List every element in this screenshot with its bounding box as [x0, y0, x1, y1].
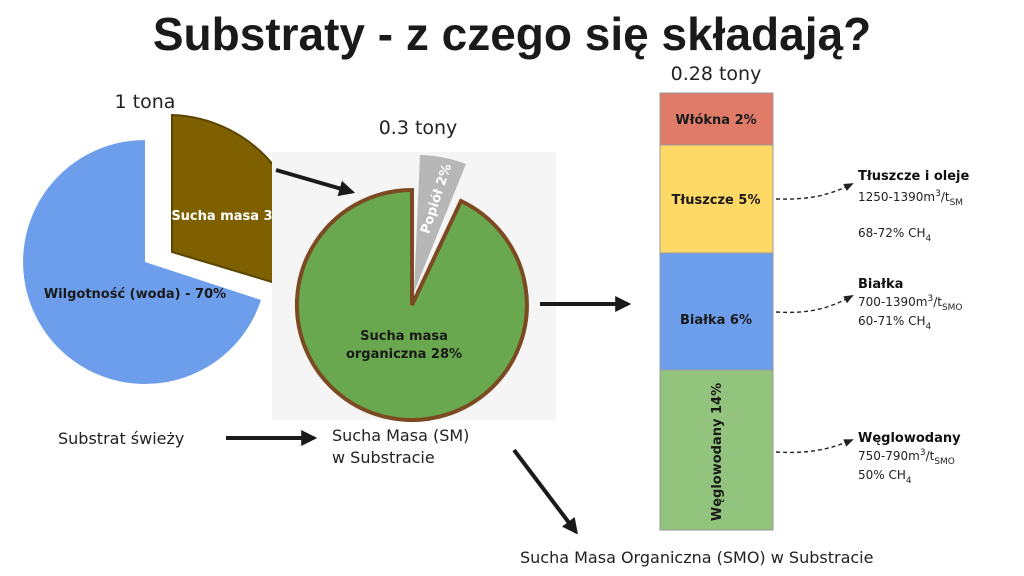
pie2-caption: 0.3 tony: [379, 117, 458, 139]
pie1-water-slice: [23, 140, 262, 384]
segment-fibre: [659, 92, 774, 146]
pie1-dry-label: Sucha masa 30%: [171, 209, 294, 224]
t: 750-790m: [858, 449, 920, 463]
detail-name: Białka: [858, 277, 903, 292]
connector: [775, 183, 854, 200]
detail-methane: 68-72% CH4: [858, 226, 932, 244]
t: 4: [906, 476, 912, 486]
stack-caption: 0.28 tony: [671, 63, 762, 85]
segment-fat: [659, 144, 774, 254]
odm-label: Sucha Masa Organiczna (SMO) w Substracie: [520, 548, 873, 567]
t: 3: [927, 294, 933, 304]
detail-methane: 60-71% CH4: [858, 314, 932, 332]
t: /t: [941, 190, 950, 204]
t: SM: [950, 198, 963, 208]
fresh-label: Substrat świeży: [58, 429, 184, 448]
detail-methane: 50% CH4: [858, 468, 912, 486]
segment-label: Tłuszcze 5%: [672, 193, 761, 208]
detail-yield: 700-1390m3/tSMO: [858, 294, 963, 313]
segment-label: Węglowodany 14%: [710, 383, 725, 521]
segment-protein: [659, 252, 774, 371]
t: 3: [920, 448, 926, 458]
arrow: [512, 448, 578, 535]
pie2-organic-label-2: organiczna 28%: [346, 347, 462, 362]
dm-label-2: w Substracie: [332, 448, 435, 467]
detail-name: Węglowodany: [858, 431, 961, 446]
pie2-ash-slice: [414, 155, 466, 292]
pie1-water-label: Wilgotność (woda) - 70%: [44, 287, 226, 302]
detail: Tłuszcze i oleje 1250-1390m3/tSM 68-72% …: [858, 169, 970, 244]
pie2-organic-slice: [294, 187, 529, 422]
detail: Węglowodany 750-790m3/tSMO 50% CH4: [858, 431, 961, 486]
t: 50% CH: [858, 468, 906, 482]
t: 4: [926, 322, 932, 332]
title: Substraty - z czego się składają?: [153, 8, 871, 60]
segment-label: Włókna 2%: [675, 113, 756, 128]
t: 68-72% CH: [858, 226, 926, 240]
arrow: [275, 168, 356, 197]
t: SMO: [934, 457, 955, 467]
t: 1250-1390m: [858, 190, 935, 204]
t: 700-1390m: [858, 295, 927, 309]
segment-carbs: [659, 369, 774, 531]
t: /t: [926, 449, 935, 463]
t: 60-71% CH: [858, 314, 926, 328]
pie1-caption: 1 tona: [115, 91, 176, 113]
detail-name: Tłuszcze i oleje: [858, 169, 970, 184]
detail-yield: 750-790m3/tSMO: [858, 448, 955, 467]
dm-label-1: Sucha Masa (SM): [332, 426, 469, 445]
t: 4: [926, 234, 932, 244]
connector: [775, 295, 854, 314]
detail-yield: 1250-1390m3/tSM: [858, 189, 963, 208]
t: SMO: [942, 303, 963, 313]
connector: [775, 439, 854, 454]
pie2-organic-label-1: Sucha masa: [360, 329, 448, 344]
segment-label: Białka 6%: [680, 313, 752, 328]
detail: Białka 700-1390m3/tSMO 60-71% CH4: [858, 277, 963, 332]
t: /t: [933, 295, 942, 309]
t: 3: [935, 189, 941, 199]
